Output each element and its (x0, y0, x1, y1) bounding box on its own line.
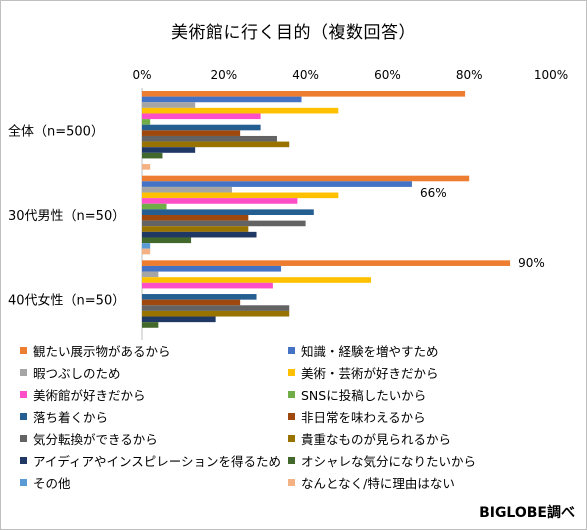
bar (142, 152, 163, 159)
bar (142, 220, 306, 227)
bar (142, 299, 241, 306)
bar (142, 265, 282, 272)
legend-item: アイディアやインスピレーションを得るため (20, 452, 282, 469)
data-label: 90% (518, 256, 545, 270)
bar (142, 124, 261, 131)
x-tick-label: 40% (292, 68, 319, 82)
bar (142, 107, 339, 114)
legend-item: 美術館が好きだから (20, 386, 146, 403)
bar (142, 271, 159, 278)
bar (142, 209, 314, 215)
legend-swatch (20, 368, 27, 376)
legend-label: なんとなく/特に理由はない (301, 475, 455, 491)
bar (142, 248, 151, 255)
legend-swatch (288, 412, 295, 420)
bar (142, 192, 339, 199)
legend-swatch (20, 434, 27, 442)
legend-label: 美術・芸術が好きだから (301, 365, 439, 381)
legend-swatch (288, 456, 295, 464)
legend-item: 気分転換ができるから (20, 430, 158, 447)
legend-item: 貴重なものが見られるから (288, 430, 452, 447)
legend-swatch (288, 478, 295, 486)
legend-label: 観たい展示物があるから (33, 343, 171, 359)
legend-label: 気分転換ができるから (33, 431, 158, 447)
bar (142, 294, 257, 300)
bar (142, 147, 196, 153)
legend-label: 知識・経験を増やすため (301, 343, 439, 359)
legend-item: なんとなく/特に理由はない (288, 474, 455, 491)
bar (142, 164, 151, 170)
legend-item: 観たい展示物があるから (20, 342, 171, 359)
category-label: 40代女性（n=50） (8, 293, 125, 309)
bar (142, 305, 290, 311)
bar (142, 237, 192, 244)
legend-swatch (20, 390, 27, 398)
legend-item: 美術・芸術が好きだから (288, 364, 439, 381)
legend-item: SNSに投稿したいから (288, 386, 427, 403)
legend-swatch (288, 390, 295, 398)
category-label: 30代男性（n=50） (8, 209, 125, 224)
legend-label: アイディアやインスピレーションを得るため (33, 453, 282, 469)
legend-label: その他 (33, 475, 71, 491)
bar (142, 198, 298, 204)
legend-swatch (20, 456, 27, 464)
legend-label: オシャレな気分になりたいから (301, 453, 477, 469)
x-tick-label: 20% (210, 68, 237, 82)
legend-item: オシャレな気分になりたいから (288, 452, 477, 469)
bar (142, 130, 241, 136)
bar (142, 310, 290, 317)
bar (142, 316, 216, 323)
legend-label: 暇つぶしのため (33, 365, 121, 381)
chart-title: 美術館に行く目的（複数回答） (171, 23, 416, 43)
x-tick-label: 60% (374, 68, 401, 82)
legend-swatch (288, 368, 295, 376)
bar (142, 102, 196, 108)
legend-item: 落ち着くから (20, 408, 109, 425)
category-label: 全体（n=500） (8, 123, 104, 139)
bar (142, 113, 261, 120)
bar (142, 141, 290, 148)
bar (142, 186, 232, 193)
bar (142, 215, 249, 221)
data-label: 66% (420, 186, 447, 200)
x-tick-label: 100% (534, 68, 568, 82)
bar (142, 203, 167, 210)
source-note: BIGLOBE調べ (479, 505, 575, 521)
legend-item: 暇つぶしのため (20, 364, 121, 381)
chart-legend: 観たい展示物があるから 知識・経験を増やすため暇つぶしのため 美術・芸術が好きだから… (20, 342, 580, 502)
legend-swatch (288, 434, 295, 442)
legend-item: 非日常を味わえるから (288, 408, 426, 425)
x-tick-label: 80% (456, 68, 483, 82)
bar (142, 96, 302, 103)
legend-swatch (288, 346, 295, 354)
legend-label: 非日常を味わえるから (301, 409, 426, 425)
bar (142, 226, 249, 232)
bar (142, 322, 159, 328)
bar (142, 181, 412, 187)
legend-item: その他 (20, 474, 71, 491)
legend-label: 落ち着くから (33, 409, 109, 425)
legend-label: 美術館が好きだから (33, 387, 146, 403)
bar (142, 175, 470, 182)
x-tick-label: 0% (132, 68, 151, 82)
bar (142, 135, 277, 142)
bar-chart-plot: 0% 20% 40% 60% 80% 100% 全体（n=500） 30代男性（n=50） 40… (8, 68, 568, 340)
bar (142, 260, 511, 266)
bar (142, 91, 466, 97)
bar (142, 231, 257, 238)
legend-label: SNSに投稿したいから (301, 387, 427, 403)
bar (142, 243, 151, 249)
legend-item: 知識・経験を増やすため (288, 342, 439, 359)
legend-swatch (20, 346, 27, 354)
legend-swatch (20, 412, 27, 420)
bar (142, 277, 372, 283)
bar (142, 119, 151, 125)
legend-swatch (20, 478, 27, 486)
legend-label: 貴重なものが見られるから (301, 431, 452, 447)
bar (142, 282, 273, 289)
